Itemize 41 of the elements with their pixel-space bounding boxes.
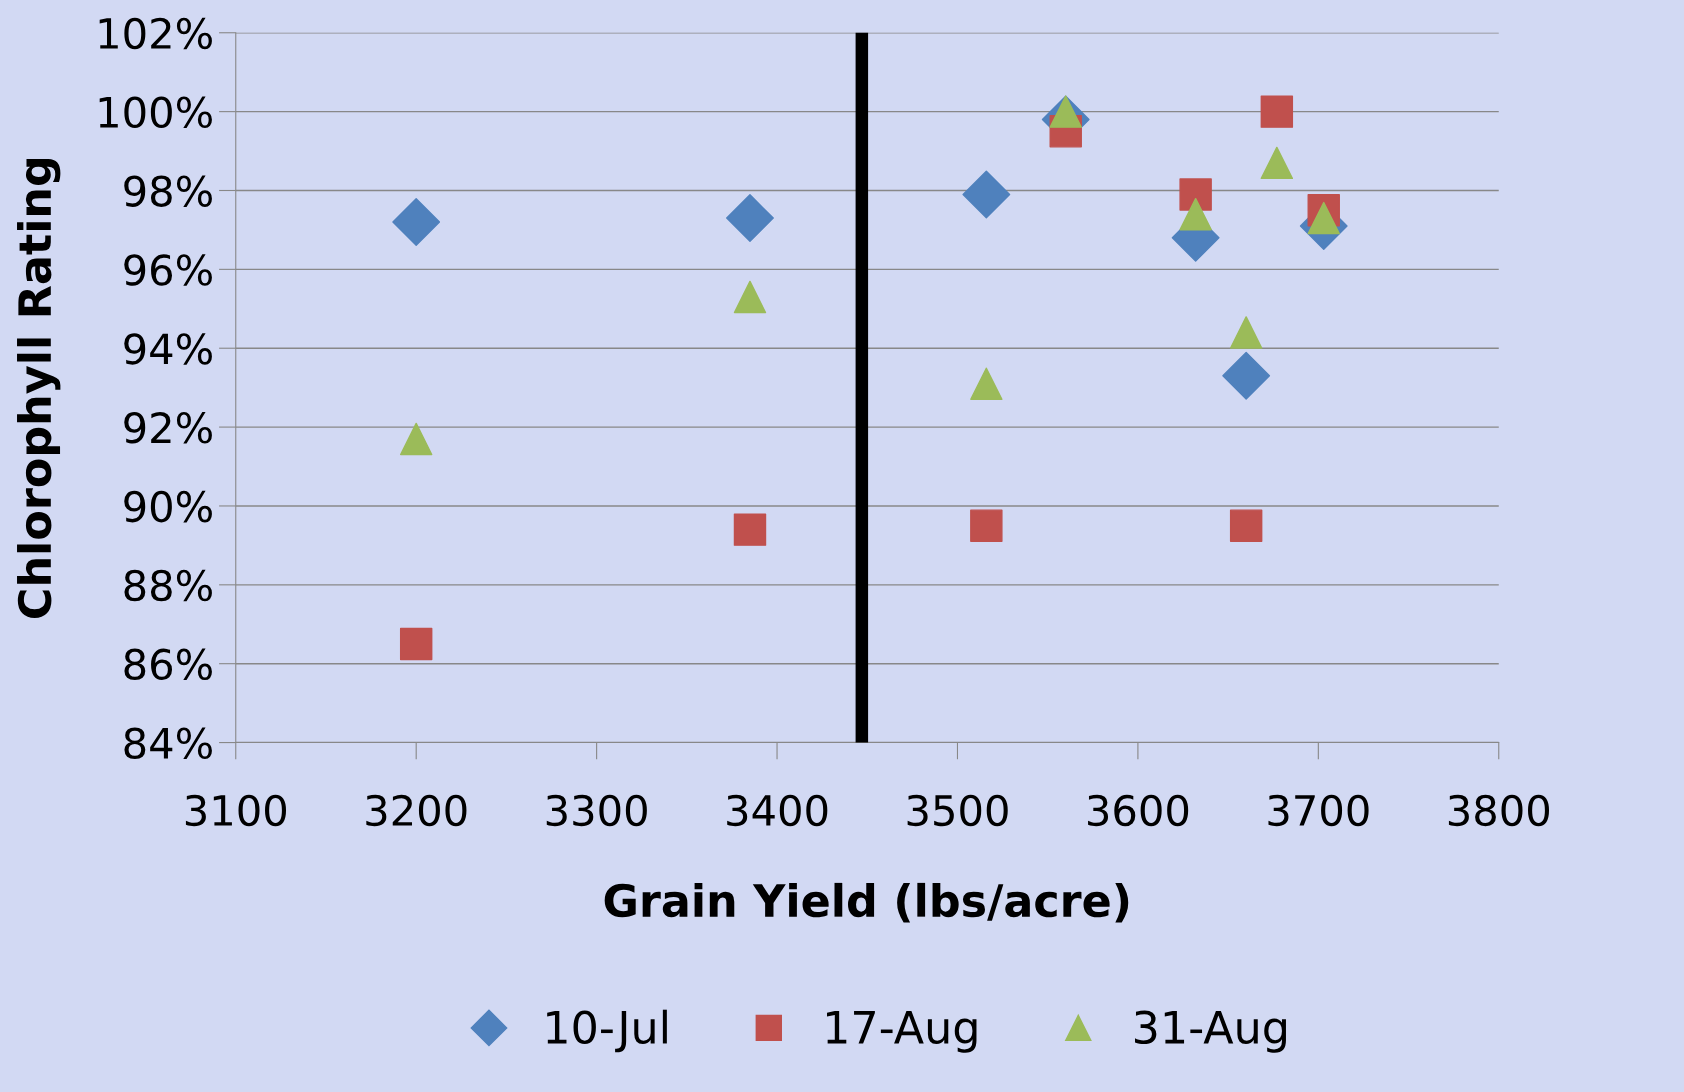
- legend-label: 31-Aug: [1135, 1010, 1286, 1053]
- point: [970, 367, 1003, 400]
- x-tick-label: 3800: [1448, 794, 1550, 827]
- point: [1229, 316, 1263, 349]
- y-tick-label: 100%: [99, 96, 212, 129]
- y-tick-label: 96%: [124, 254, 212, 286]
- y-tick-label: 94%: [124, 333, 212, 365]
- point: [1307, 201, 1340, 235]
- point: [1179, 197, 1212, 231]
- y-tick-label: 86%: [124, 648, 212, 681]
- point: [392, 198, 441, 246]
- point: [1229, 509, 1263, 542]
- point: [962, 170, 1011, 219]
- y-tick-label: 92%: [124, 412, 212, 444]
- point: [1049, 95, 1082, 128]
- point: [726, 194, 774, 243]
- y-tick-label: 88%: [124, 569, 212, 602]
- x-axis-title: Grain Yield (lbs/acre): [604, 882, 1129, 923]
- y-axis-title: Chlorophyll Rating: [17, 158, 61, 618]
- legend-label: 17-Aug: [827, 1011, 977, 1053]
- point: [1260, 95, 1294, 128]
- x-tick-label: 3100: [185, 794, 287, 827]
- point: [1260, 146, 1294, 180]
- x-tick-label: 3500: [907, 794, 1008, 827]
- x-tick-label: 3400: [727, 794, 828, 827]
- x-tick-label: 3300: [546, 794, 647, 827]
- point: [733, 280, 767, 314]
- point: [399, 627, 433, 661]
- point: [1179, 178, 1212, 211]
- point: [970, 509, 1003, 542]
- point: [1222, 351, 1271, 400]
- x-tick-label: 3600: [1088, 794, 1189, 827]
- y-tick-label: 102%: [99, 17, 212, 50]
- point: [733, 513, 767, 546]
- y-tick-label: 90%: [124, 490, 212, 523]
- x-tick-label: 3700: [1268, 794, 1369, 827]
- y-tick-label: 98%: [124, 175, 212, 207]
- y-tick-label: 84%: [124, 727, 212, 759]
- x-tick-label: 3200: [366, 794, 467, 827]
- legend-label: 10-Jul: [547, 1009, 667, 1053]
- point: [399, 422, 433, 456]
